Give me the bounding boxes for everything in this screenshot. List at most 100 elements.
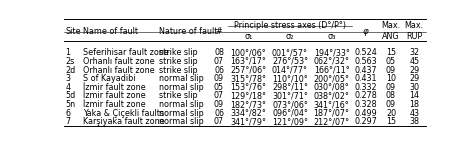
Text: 030°/08°: 030°/08° (314, 83, 349, 92)
Text: Max.: Max. (382, 21, 401, 30)
Text: 06: 06 (214, 66, 224, 75)
Text: 20: 20 (386, 109, 396, 118)
Text: 10: 10 (386, 74, 396, 83)
Text: 5n: 5n (65, 100, 75, 109)
Text: 200°/05°: 200°/05° (314, 74, 350, 83)
Text: ANG: ANG (382, 32, 400, 41)
Text: 166°/11°: 166°/11° (314, 66, 349, 75)
Text: 30: 30 (409, 83, 419, 92)
Text: 1: 1 (65, 48, 70, 57)
Text: İzmir fault zone: İzmir fault zone (83, 100, 146, 109)
Text: 257°/06°: 257°/06° (230, 66, 266, 75)
Text: φ: φ (363, 27, 369, 36)
Text: normal slip: normal slip (159, 100, 204, 109)
Text: 07: 07 (214, 57, 224, 66)
Text: 276°/53°: 276°/53° (272, 57, 308, 66)
Text: 038°/02°: 038°/02° (314, 92, 349, 101)
Text: 298°/11°: 298°/11° (272, 83, 308, 92)
Text: 38: 38 (409, 117, 419, 126)
Text: 315°/78°: 315°/78° (230, 74, 266, 83)
Text: 194°/33°: 194°/33° (314, 48, 349, 57)
Text: #: # (216, 27, 222, 36)
Text: 001°/57°: 001°/57° (272, 48, 308, 57)
Text: 182°/73°: 182°/73° (230, 100, 266, 109)
Text: 29: 29 (409, 66, 419, 75)
Text: 09: 09 (214, 100, 224, 109)
Text: 0.332: 0.332 (355, 83, 377, 92)
Text: 0.431: 0.431 (355, 74, 377, 83)
Text: 0.297: 0.297 (355, 117, 377, 126)
Text: 08: 08 (386, 92, 396, 101)
Text: 4: 4 (65, 83, 70, 92)
Text: 29: 29 (409, 74, 419, 83)
Text: RUP: RUP (406, 32, 422, 41)
Text: 0.563: 0.563 (355, 57, 377, 66)
Text: İzmir fault zone: İzmir fault zone (83, 83, 146, 92)
Text: 153°/76°: 153°/76° (230, 83, 266, 92)
Text: 121°/09°: 121°/09° (272, 117, 308, 126)
Text: 07: 07 (214, 92, 224, 101)
Text: 096°/04°: 096°/04° (272, 109, 308, 118)
Text: 3: 3 (65, 74, 70, 83)
Text: 0.328: 0.328 (355, 100, 377, 109)
Text: 15: 15 (386, 117, 396, 126)
Text: S of Kayadibi: S of Kayadibi (83, 74, 136, 83)
Text: normal slip: normal slip (159, 83, 204, 92)
Text: 06: 06 (214, 109, 224, 118)
Text: 163°/17°: 163°/17° (230, 57, 266, 66)
Text: 301°/71°: 301°/71° (272, 92, 308, 101)
Text: 07: 07 (214, 117, 224, 126)
Text: 341°/16°: 341°/16° (314, 100, 349, 109)
Text: strike slip: strike slip (159, 92, 198, 101)
Text: 32: 32 (409, 48, 419, 57)
Text: 110°/10°: 110°/10° (272, 74, 308, 83)
Text: 08: 08 (214, 48, 224, 57)
Text: normal slip: normal slip (159, 74, 204, 83)
Text: σ₃: σ₃ (328, 32, 336, 41)
Text: Max.: Max. (405, 21, 424, 30)
Text: 187°/07°: 187°/07° (314, 109, 350, 118)
Text: strike slip: strike slip (159, 66, 198, 75)
Text: 0.278: 0.278 (355, 92, 377, 101)
Text: 09: 09 (386, 66, 396, 75)
Text: Name of fault: Name of fault (83, 27, 138, 36)
Text: 05: 05 (214, 83, 224, 92)
Text: 18: 18 (409, 100, 419, 109)
Text: 5d: 5d (65, 92, 75, 101)
Text: Site: Site (65, 27, 81, 36)
Text: strike slip: strike slip (159, 48, 198, 57)
Text: 7: 7 (65, 117, 70, 126)
Text: 6: 6 (65, 109, 70, 118)
Text: 212°/07°: 212°/07° (314, 117, 350, 126)
Text: Nature of fault: Nature of fault (159, 27, 218, 36)
Text: Karşiyaka fault zone: Karşiyaka fault zone (83, 117, 164, 126)
Text: Seferihisar fault zone: Seferihisar fault zone (83, 48, 169, 57)
Text: 0.524: 0.524 (355, 48, 377, 57)
Text: İzmir fault zone: İzmir fault zone (83, 92, 146, 101)
Text: 014°/77°: 014°/77° (272, 66, 308, 75)
Text: 05: 05 (386, 57, 396, 66)
Text: σ₁: σ₁ (244, 32, 253, 41)
Text: 100°/06°: 100°/06° (230, 48, 266, 57)
Text: Yaka & Çiçekli faults: Yaka & Çiçekli faults (83, 109, 164, 118)
Text: 45: 45 (409, 57, 419, 66)
Text: normal slip: normal slip (159, 117, 204, 126)
Text: Principle stress axes (D°/P°): Principle stress axes (D°/P°) (234, 21, 346, 30)
Text: σ₂: σ₂ (286, 32, 294, 41)
Text: 14: 14 (409, 92, 419, 101)
Text: 2d: 2d (65, 66, 75, 75)
Text: 341°/79°: 341°/79° (230, 117, 266, 126)
Text: 062°/32°: 062°/32° (314, 57, 350, 66)
Text: Orhanlı fault zone: Orhanlı fault zone (83, 57, 155, 66)
Text: 2s: 2s (65, 57, 74, 66)
Text: Orhanlı fault zone: Orhanlı fault zone (83, 66, 155, 75)
Text: 09: 09 (214, 74, 224, 83)
Text: 43: 43 (409, 109, 419, 118)
Text: 0.437: 0.437 (355, 66, 377, 75)
Text: 15: 15 (386, 48, 396, 57)
Text: 0.499: 0.499 (355, 109, 377, 118)
Text: 09: 09 (386, 100, 396, 109)
Text: normal slip: normal slip (159, 109, 204, 118)
Text: 09: 09 (386, 83, 396, 92)
Text: 334°/82°: 334°/82° (230, 109, 266, 118)
